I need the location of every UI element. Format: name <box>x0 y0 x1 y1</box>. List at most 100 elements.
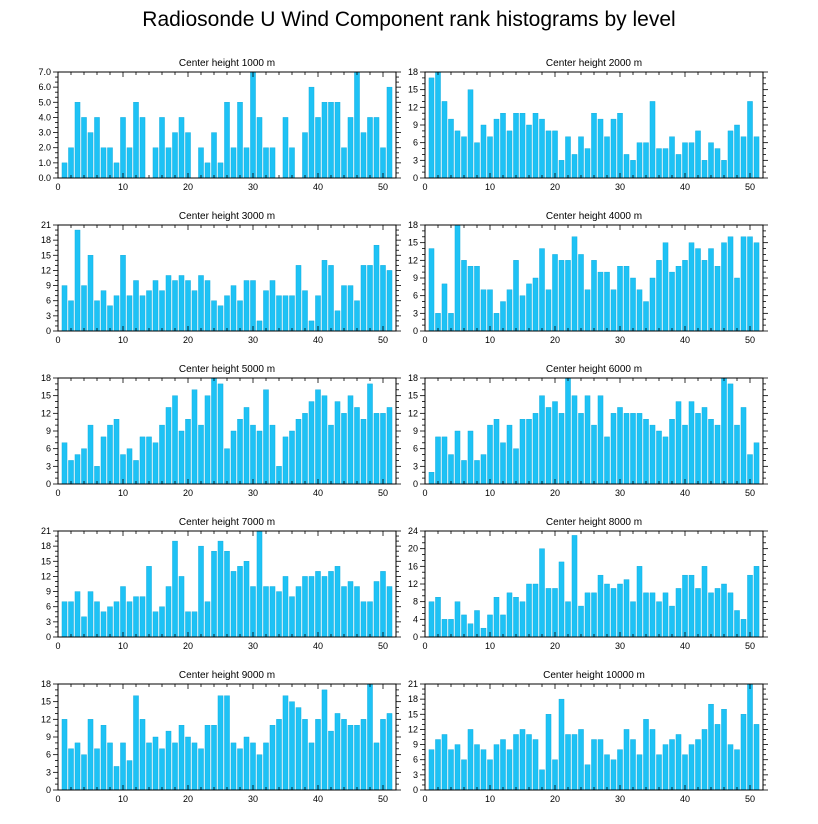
histogram-bar <box>682 754 688 791</box>
x-tick-label: 40 <box>313 335 323 345</box>
panel-title: Center height 3000 m <box>179 211 275 222</box>
histogram-bar <box>172 395 178 485</box>
histogram-bar <box>61 719 68 791</box>
x-tick-label: 0 <box>55 335 60 345</box>
histogram-bar <box>211 132 217 179</box>
histogram-bar <box>487 136 493 179</box>
histogram-bar <box>204 725 211 791</box>
histogram-bar <box>480 454 487 485</box>
x-tick-label: 40 <box>680 794 690 804</box>
y-tick-label: 3 <box>413 770 418 780</box>
histogram-bar <box>289 430 295 485</box>
histogram-bar <box>250 586 256 638</box>
histogram-bar <box>610 588 617 638</box>
histogram-bar <box>178 430 185 485</box>
y-tick-label: 12 <box>408 102 418 112</box>
histogram-bar <box>295 707 302 791</box>
histogram-bar <box>230 147 237 179</box>
histogram-bar <box>604 271 610 332</box>
histogram-bar <box>367 265 373 332</box>
histogram-bar <box>461 759 467 791</box>
x-tick-label: 30 <box>248 794 258 804</box>
histogram-bar <box>701 260 708 332</box>
histogram-bar <box>302 719 308 791</box>
x-tick-label: 50 <box>378 182 388 192</box>
x-tick-label: 20 <box>550 182 560 192</box>
histogram-bar <box>100 725 107 791</box>
histogram-bar <box>747 101 753 179</box>
histogram-bar <box>662 148 669 179</box>
histogram-bar <box>630 413 636 485</box>
y-tick-label: 12 <box>41 571 51 581</box>
histogram-bar <box>526 734 532 791</box>
y-tick-label: 0 <box>413 632 418 642</box>
histogram-bar <box>656 148 662 179</box>
x-tick-label: 30 <box>248 641 258 651</box>
histogram-bar <box>107 147 113 179</box>
histogram-bar <box>721 377 727 485</box>
histogram-bar <box>467 430 474 485</box>
histogram-bar <box>217 305 224 332</box>
histogram-bar <box>107 742 113 791</box>
y-tick-label: 9 <box>413 120 418 130</box>
histogram-bar <box>282 436 289 485</box>
histogram-bar <box>334 401 341 485</box>
x-tick-label: 0 <box>55 182 60 192</box>
x-tick-label: 40 <box>313 182 323 192</box>
histogram-bar <box>81 448 87 485</box>
histogram-bar <box>321 689 328 791</box>
histogram-bar <box>269 147 276 179</box>
x-tick-label: 50 <box>745 335 755 345</box>
y-tick-label: 6.0 <box>38 82 51 92</box>
histogram-bar <box>636 754 643 791</box>
histogram-bar <box>315 571 321 638</box>
histogram-bar <box>276 719 282 791</box>
y-tick-label: 12 <box>408 408 418 418</box>
histogram-bar <box>217 540 224 638</box>
histogram-bar <box>191 611 198 638</box>
y-tick-label: 15 <box>408 391 418 401</box>
y-tick-label: 15 <box>41 697 51 707</box>
histogram-bar <box>367 383 373 485</box>
y-tick-label: 0 <box>413 173 418 183</box>
histogram-bar <box>552 401 558 485</box>
histogram-bar <box>435 71 441 179</box>
histogram-bar <box>558 260 565 332</box>
histogram-bar <box>334 566 341 638</box>
histogram-bar <box>178 576 185 638</box>
y-tick-label: 21 <box>408 679 418 689</box>
histogram-bar <box>500 442 506 485</box>
histogram-bar <box>224 102 230 179</box>
x-tick-label: 30 <box>248 488 258 498</box>
x-tick-label: 50 <box>378 641 388 651</box>
histogram-bar <box>727 744 734 791</box>
histogram-bar <box>565 136 571 179</box>
y-tick-label: 12 <box>41 714 51 724</box>
histogram-bar <box>256 530 263 638</box>
histogram-bar <box>480 749 487 791</box>
histogram-bar <box>159 290 165 332</box>
histogram-bar <box>347 395 354 485</box>
histogram-bar <box>695 130 701 179</box>
histogram-bar <box>263 147 269 179</box>
histogram-bar <box>68 601 74 638</box>
histogram-bar <box>165 275 172 332</box>
histogram-bar <box>100 611 107 638</box>
histogram-bar <box>454 130 461 179</box>
y-tick-label: 18 <box>408 220 418 230</box>
histogram-bar <box>727 236 734 332</box>
histogram-bar <box>302 132 308 179</box>
histogram-bar <box>753 242 760 332</box>
histogram-bar <box>740 407 747 485</box>
histogram-bar <box>224 695 230 791</box>
histogram-bar <box>334 713 341 791</box>
histogram-bar <box>604 436 610 485</box>
y-tick-label: 1.0 <box>38 158 51 168</box>
histogram-bar <box>152 442 159 485</box>
y-tick-label: 21 <box>41 220 51 230</box>
histogram-bar <box>315 295 321 332</box>
histogram-bar <box>578 413 584 485</box>
histogram-bar <box>282 576 289 638</box>
histogram-bar <box>740 714 747 791</box>
histogram-bar <box>630 277 636 332</box>
